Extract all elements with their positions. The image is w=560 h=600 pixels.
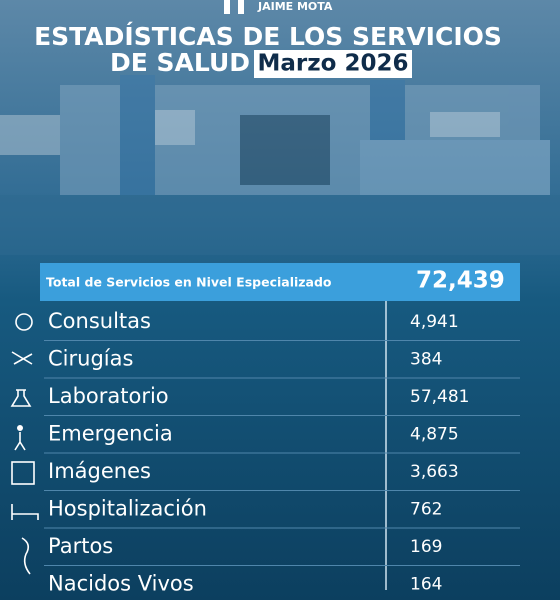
row-value: 169 bbox=[410, 537, 442, 557]
row-value: 4,875 bbox=[410, 424, 459, 444]
icon-partos bbox=[21, 537, 31, 575]
row-value: 762 bbox=[410, 499, 442, 519]
icon-cirugias bbox=[11, 351, 33, 365]
row-label: Consultas bbox=[48, 309, 151, 333]
icon-emergencia-body bbox=[14, 432, 26, 451]
icon-emergencia bbox=[17, 425, 23, 431]
row-value: 4,941 bbox=[410, 312, 459, 332]
rows: Consultas 4,941 Cirugías 384 Laboratorio 57,4… bbox=[44, 309, 520, 595]
logo-bar bbox=[224, 0, 230, 14]
row-value: 3,663 bbox=[410, 462, 459, 482]
total-value: 72,439 bbox=[416, 268, 505, 294]
logo-bar bbox=[238, 0, 244, 14]
period: Marzo 2026 bbox=[258, 51, 409, 77]
icons bbox=[10, 313, 39, 575]
row-label: Imágenes bbox=[48, 459, 151, 483]
row-value: 164 bbox=[410, 574, 442, 594]
icon-hospitalizacion bbox=[11, 504, 39, 520]
icon-imagenes bbox=[11, 461, 35, 485]
row-value: 384 bbox=[410, 349, 442, 369]
total-label: Total de Servicios en Nivel Especializad… bbox=[46, 275, 332, 290]
row-label: Emergencia bbox=[48, 421, 173, 445]
row-label: Hospitalización bbox=[48, 496, 207, 520]
photo-building bbox=[0, 75, 560, 255]
icon-consultas bbox=[15, 313, 33, 331]
row-value: 57,481 bbox=[410, 387, 469, 407]
row-label: Cirugías bbox=[48, 346, 133, 370]
icon-laboratorio bbox=[10, 389, 32, 407]
row-label: Nacidos Vivos bbox=[48, 571, 194, 595]
total-bar bbox=[40, 263, 520, 301]
row-label: Laboratorio bbox=[48, 384, 169, 408]
row-label: Partos bbox=[48, 534, 113, 558]
title-line: ESTADÍSTICAS DE LOS SERVICIOS bbox=[34, 22, 502, 51]
period-box bbox=[254, 50, 412, 78]
brand: JAIME MOTA bbox=[257, 0, 333, 13]
title-line: DE SALUD bbox=[110, 48, 250, 77]
